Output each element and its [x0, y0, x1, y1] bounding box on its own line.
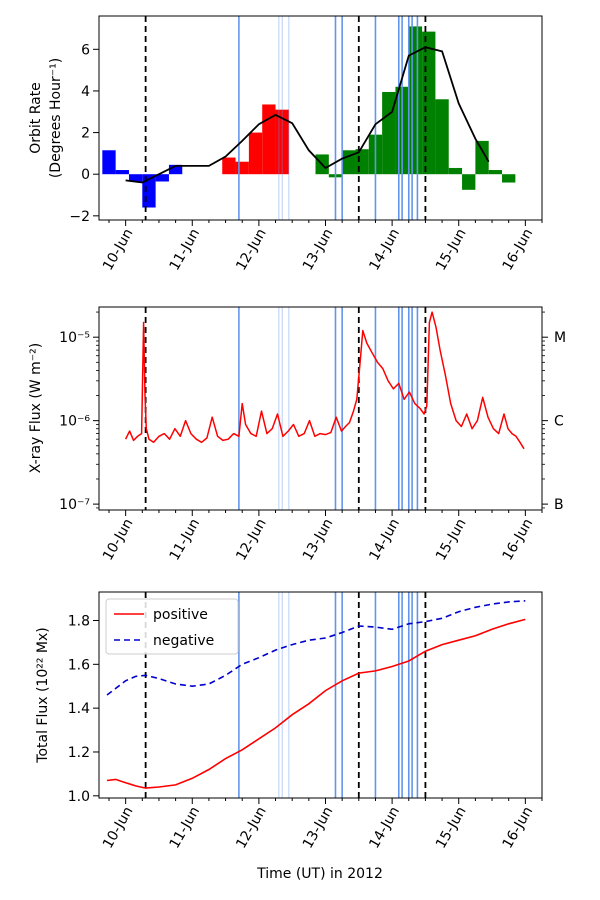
x-tick-label: 11-Jun	[167, 804, 204, 851]
total-flux-panel: 1.0 1.2 1.4 1.6 1.8 10-Jun 11-Jun 12-Jun 13-Jun…	[35, 591, 543, 882]
total-flux-y-ticks: 1.0 1.2 1.4 1.6 1.8	[68, 613, 99, 805]
x-tick-label: 10-Jun	[100, 804, 137, 851]
x-tick-label: 11-Jun	[167, 226, 204, 273]
x-tick-label: 11-Jun	[167, 516, 204, 563]
orbit-rate-event-lines	[144, 16, 427, 220]
orbit-rate-bar	[422, 31, 436, 175]
y-tick-label: 0	[81, 167, 90, 183]
orbit-rate-bar	[488, 170, 503, 175]
x-tick-label: 10-Jun	[100, 516, 137, 563]
xray-x-ticks: 10-Jun 11-Jun 12-Jun 13-Jun 14-Jun 15-Jun 16-J…	[100, 510, 543, 563]
y-tick-label: 2	[81, 126, 90, 142]
legend-positive-label: positive	[153, 607, 208, 623]
x-tick-label: 15-Jun	[433, 226, 470, 273]
y-tick-label: 1.4	[68, 701, 90, 717]
x-tick-label: 10-Jun	[100, 226, 137, 273]
orbit-rate-bar	[408, 26, 423, 175]
x-tick-label: 16-Jun	[500, 226, 537, 273]
figure-xlabel: Time (UT) in 2012	[256, 866, 383, 882]
negative-flux-line	[106, 600, 526, 696]
orbit-rate-bar	[448, 167, 463, 175]
x-tick-label: 12-Jun	[233, 516, 270, 563]
orbit-rate-bar	[128, 174, 143, 182]
orbit-rate-bar	[435, 99, 449, 175]
y-tick-label: −2	[69, 209, 90, 225]
orbit-rate-y-ticks: −2 0 2 4 6	[69, 42, 99, 225]
orbit-rate-bar	[222, 157, 236, 175]
orbit-rate-bar	[248, 132, 263, 175]
legend: positive negative	[105, 598, 239, 655]
y-tick-label: 6	[81, 42, 90, 58]
orbit-rate-ylabel-line1: Orbit Rate	[28, 82, 44, 154]
y-tick-label: 1.0	[68, 789, 90, 805]
orbit-rate-bar	[475, 140, 489, 175]
y-tick-label: 1.2	[68, 745, 90, 761]
orbit-rate-x-ticks: 10-Jun 11-Jun 12-Jun 13-Jun 14-Jun 15-Jun 16-J…	[100, 220, 543, 273]
goes-class-label: M	[554, 330, 566, 346]
x-tick-label: 13-Jun	[300, 226, 337, 273]
orbit-rate-bar	[342, 150, 356, 175]
x-tick-label: 14-Jun	[366, 226, 403, 273]
orbit-rate-bar	[235, 161, 249, 175]
xray-event-lines	[144, 307, 427, 510]
xray-goes-class-ticks: B C M	[542, 311, 566, 513]
xray-flux-line	[124, 311, 525, 450]
orbit-rate-bar	[168, 164, 183, 175]
orbit-rate-panel: −2 0 2 4 6 10-Jun 11-Jun 12-Jun 13-Jun 14-Jun 15-…	[28, 15, 543, 273]
positive-flux-line	[106, 618, 526, 789]
goes-class-label: C	[554, 414, 564, 430]
x-tick-label: 16-Jun	[500, 516, 537, 563]
orbit-rate-bar	[502, 174, 516, 183]
y-tick-label: 4	[81, 84, 90, 100]
y-tick-label: 1.8	[68, 613, 90, 629]
y-tick-label: 10⁻⁶	[59, 414, 90, 430]
orbit-rate-bar	[462, 174, 476, 190]
y-tick-label: 1.6	[68, 657, 90, 673]
xray-flux-panel: 10⁻⁷ 10⁻⁶ 10⁻⁵ B C M 10-Jun 11-Jun 12-Jun 13-Ju…	[28, 306, 566, 563]
y-tick-label: 10⁻⁷	[59, 497, 90, 513]
total-flux-axes-frame	[98, 591, 543, 799]
orbit-rate-axes-frame	[98, 15, 543, 221]
orbit-rate-smoothed-line	[125, 46, 490, 184]
xray-y-ticks: 10⁻⁷ 10⁻⁶ 10⁻⁵	[59, 311, 99, 513]
x-tick-label: 12-Jun	[233, 226, 270, 273]
x-tick-label: 14-Jun	[366, 804, 403, 851]
xray-axes-frame	[98, 306, 543, 511]
orbit-rate-ylabel-line2: (Degrees Hour⁻¹)	[48, 58, 64, 178]
orbit-rate-bar	[155, 174, 169, 182]
x-tick-label: 15-Jun	[433, 516, 470, 563]
y-tick-label: 10⁻⁵	[59, 330, 90, 346]
orbit-rate-bar	[102, 150, 116, 175]
orbit-rate-bar	[275, 109, 289, 175]
x-tick-label: 15-Jun	[433, 804, 470, 851]
x-tick-label: 13-Jun	[300, 804, 337, 851]
x-tick-label: 13-Jun	[300, 516, 337, 563]
xray-ylabel: X-ray Flux (W m⁻²)	[28, 343, 44, 473]
orbit-rate-bar	[262, 104, 276, 175]
x-tick-label: 14-Jun	[366, 516, 403, 563]
x-tick-label: 12-Jun	[233, 804, 270, 851]
goes-class-label: B	[554, 497, 564, 513]
x-tick-label: 16-Jun	[500, 804, 537, 851]
total-flux-x-ticks: 10-Jun 11-Jun 12-Jun 13-Jun 14-Jun 15-Jun 16-J…	[100, 798, 543, 851]
orbit-rate-bar	[115, 170, 129, 175]
total-flux-ylabel: Total Flux (10²² Mx)	[35, 627, 51, 763]
orbit-rate-bars	[102, 26, 516, 208]
legend-negative-label: negative	[153, 633, 214, 649]
